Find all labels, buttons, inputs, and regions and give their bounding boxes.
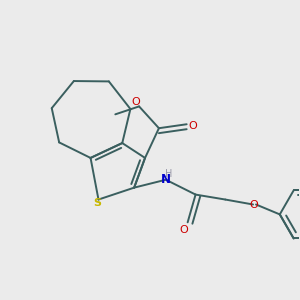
Text: O: O	[179, 225, 188, 235]
Text: O: O	[132, 98, 140, 107]
Text: O: O	[250, 200, 258, 211]
Text: N: N	[161, 173, 171, 186]
Text: H: H	[165, 169, 172, 179]
Text: S: S	[94, 199, 101, 208]
Text: O: O	[188, 121, 197, 131]
